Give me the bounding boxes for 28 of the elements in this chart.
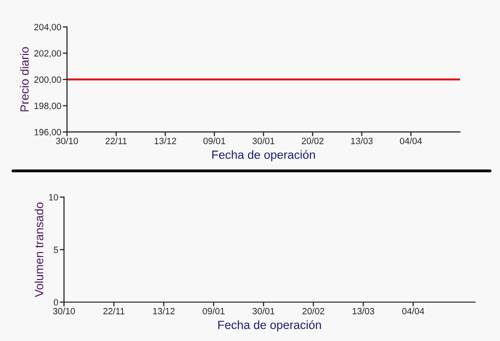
- x-tick-label: 30/01: [252, 138, 274, 144]
- x-axis-title: Fecha de operación: [218, 320, 321, 332]
- y-tick-label: 204,00: [34, 24, 62, 32]
- y-tick-label: 0: [54, 299, 58, 306]
- y-axis-title: Volumen transado: [34, 202, 44, 298]
- x-tick-label: 09/01: [202, 308, 224, 314]
- x-tick-label: 30/01: [252, 308, 274, 314]
- x-tick-label: 09/01: [203, 138, 226, 144]
- y-axis-title: Precio diario: [20, 47, 29, 112]
- x-tick-label: 04/04: [400, 138, 422, 144]
- x-axis-title: Fecha de operación: [212, 150, 315, 162]
- x-tick-label: 13/03: [352, 308, 374, 314]
- y-tick-label: 196,00: [34, 128, 62, 136]
- y-tick-label: 198,00: [34, 102, 62, 110]
- x-tick-label: 13/12: [153, 308, 175, 314]
- x-tick-label: 22/11: [103, 308, 124, 314]
- x-tick-label: 22/11: [106, 138, 127, 144]
- x-tick-label: 20/02: [302, 138, 324, 144]
- y-tick-label: 10: [49, 194, 58, 200]
- x-tick-label: 30/10: [53, 308, 75, 314]
- x-tick-label: 13/03: [351, 138, 373, 144]
- x-tick-label: 04/04: [402, 308, 424, 314]
- x-tick-label: 30/10: [56, 138, 78, 144]
- y-tick-label: 200,00: [34, 76, 62, 84]
- x-tick-label: 20/02: [302, 308, 324, 314]
- y-tick-label: 5: [54, 246, 58, 253]
- x-tick-label: 13/12: [154, 138, 176, 144]
- y-tick-label: 202,00: [34, 50, 62, 58]
